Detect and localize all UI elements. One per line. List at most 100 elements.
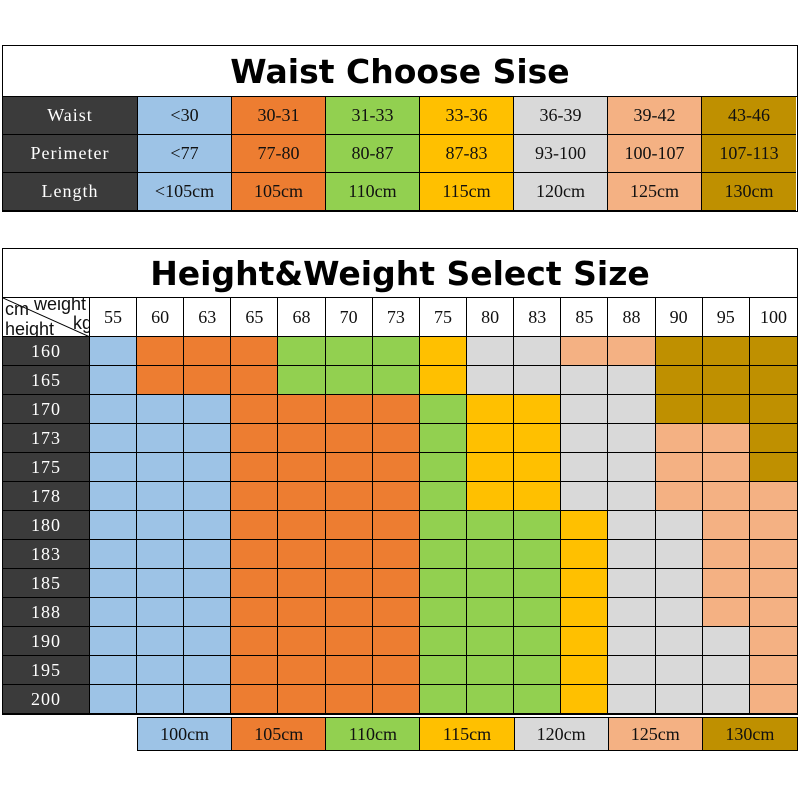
size-cell bbox=[137, 685, 185, 714]
size-cell bbox=[749, 627, 798, 656]
height-label: 175 bbox=[3, 453, 90, 482]
weight-header: 68 bbox=[278, 298, 326, 337]
size-cell bbox=[608, 569, 656, 598]
size-cell bbox=[325, 395, 373, 424]
waist-cell: <30 bbox=[138, 97, 232, 135]
size-cell bbox=[655, 627, 703, 656]
row-label: Waist bbox=[3, 97, 138, 135]
size-cell bbox=[184, 598, 232, 627]
waist-cell: 93-100 bbox=[514, 135, 608, 173]
waist-row: Perimeter <77 77-80 80-87 87-83 93-100 100-107… bbox=[3, 135, 797, 173]
size-cell bbox=[325, 540, 373, 569]
size-cell bbox=[372, 337, 420, 366]
size-cell bbox=[137, 540, 185, 569]
size-cell bbox=[184, 337, 232, 366]
waist-cell: <105cm bbox=[138, 173, 232, 211]
size-cell bbox=[325, 569, 373, 598]
size-cell bbox=[561, 337, 609, 366]
size-cell bbox=[514, 569, 562, 598]
size-cell bbox=[561, 366, 609, 395]
size-cell bbox=[231, 627, 279, 656]
size-cell bbox=[184, 453, 232, 482]
height-label: 200 bbox=[3, 685, 90, 714]
size-cell bbox=[231, 366, 279, 395]
height-label: 178 bbox=[3, 482, 90, 511]
size-cell bbox=[372, 366, 420, 395]
size-cell bbox=[608, 685, 656, 714]
size-cell bbox=[278, 656, 326, 685]
size-cell bbox=[749, 366, 798, 395]
waist-cell: 110cm bbox=[326, 173, 420, 211]
height-row: 190 bbox=[3, 627, 798, 656]
size-cell bbox=[372, 656, 420, 685]
size-cell bbox=[372, 627, 420, 656]
waist-cell: 115cm bbox=[420, 173, 514, 211]
size-cell bbox=[89, 540, 138, 569]
weight-header-row: cm weight kg height 55606365687073758083… bbox=[3, 298, 798, 337]
size-cell bbox=[702, 569, 750, 598]
height-row: 185 bbox=[3, 569, 798, 598]
size-cell bbox=[514, 453, 562, 482]
legend-item: 125cm bbox=[608, 718, 703, 750]
size-cell bbox=[514, 337, 562, 366]
height-row: 160 bbox=[3, 337, 798, 366]
size-cell bbox=[231, 656, 279, 685]
size-cell bbox=[419, 366, 468, 395]
size-cell bbox=[89, 656, 138, 685]
size-cell bbox=[278, 482, 326, 511]
size-cell bbox=[467, 511, 515, 540]
legend-item: 100cm bbox=[138, 718, 233, 750]
size-cell bbox=[608, 337, 656, 366]
size-cell bbox=[89, 453, 138, 482]
size-cell bbox=[89, 366, 138, 395]
size-cell bbox=[89, 395, 138, 424]
size-cell bbox=[325, 598, 373, 627]
size-cell bbox=[137, 424, 185, 453]
waist-row: Length <105cm 105cm 110cm 115cm 120cm 125cm 130… bbox=[3, 173, 797, 211]
size-cell bbox=[655, 453, 703, 482]
weight-header: 85 bbox=[561, 298, 609, 337]
size-cell bbox=[419, 540, 468, 569]
size-cell bbox=[278, 453, 326, 482]
corner-header-cell: cm weight kg height bbox=[3, 298, 90, 337]
height-label: 185 bbox=[3, 569, 90, 598]
size-cell bbox=[467, 569, 515, 598]
size-cell bbox=[231, 453, 279, 482]
size-cell bbox=[655, 511, 703, 540]
size-cell bbox=[231, 482, 279, 511]
size-cell bbox=[137, 395, 185, 424]
size-cell bbox=[184, 656, 232, 685]
height-row: 180 bbox=[3, 511, 798, 540]
waist-row: Waist <30 30-31 31-33 33-36 36-39 39-42 43-46 bbox=[3, 97, 797, 135]
size-cell bbox=[655, 424, 703, 453]
size-cell bbox=[467, 482, 515, 511]
waist-cell: 100-107 bbox=[608, 135, 702, 173]
weight-header: 90 bbox=[655, 298, 703, 337]
size-cell bbox=[749, 424, 798, 453]
waist-cell: 43-46 bbox=[702, 97, 796, 135]
size-cell bbox=[514, 395, 562, 424]
size-cell bbox=[419, 569, 468, 598]
height-label: 180 bbox=[3, 511, 90, 540]
size-cell bbox=[749, 511, 798, 540]
size-cell bbox=[184, 482, 232, 511]
size-cell bbox=[561, 395, 609, 424]
size-cell bbox=[561, 685, 609, 714]
size-cell bbox=[89, 482, 138, 511]
size-cell bbox=[467, 598, 515, 627]
size-cell bbox=[231, 395, 279, 424]
size-cell bbox=[749, 685, 798, 714]
size-cell bbox=[467, 337, 515, 366]
height-row: 200 bbox=[3, 685, 798, 714]
waist-table-title: Waist Choose Sise bbox=[3, 46, 797, 97]
size-cell bbox=[372, 424, 420, 453]
height-weight-size-table: Height&Weight Select Size cm weight kg h… bbox=[2, 248, 798, 715]
size-cell bbox=[137, 453, 185, 482]
size-cell bbox=[467, 540, 515, 569]
size-cell bbox=[372, 569, 420, 598]
size-cell bbox=[419, 598, 468, 627]
size-cell bbox=[184, 569, 232, 598]
size-cell bbox=[749, 395, 798, 424]
waist-cell: 31-33 bbox=[326, 97, 420, 135]
size-cell bbox=[325, 656, 373, 685]
